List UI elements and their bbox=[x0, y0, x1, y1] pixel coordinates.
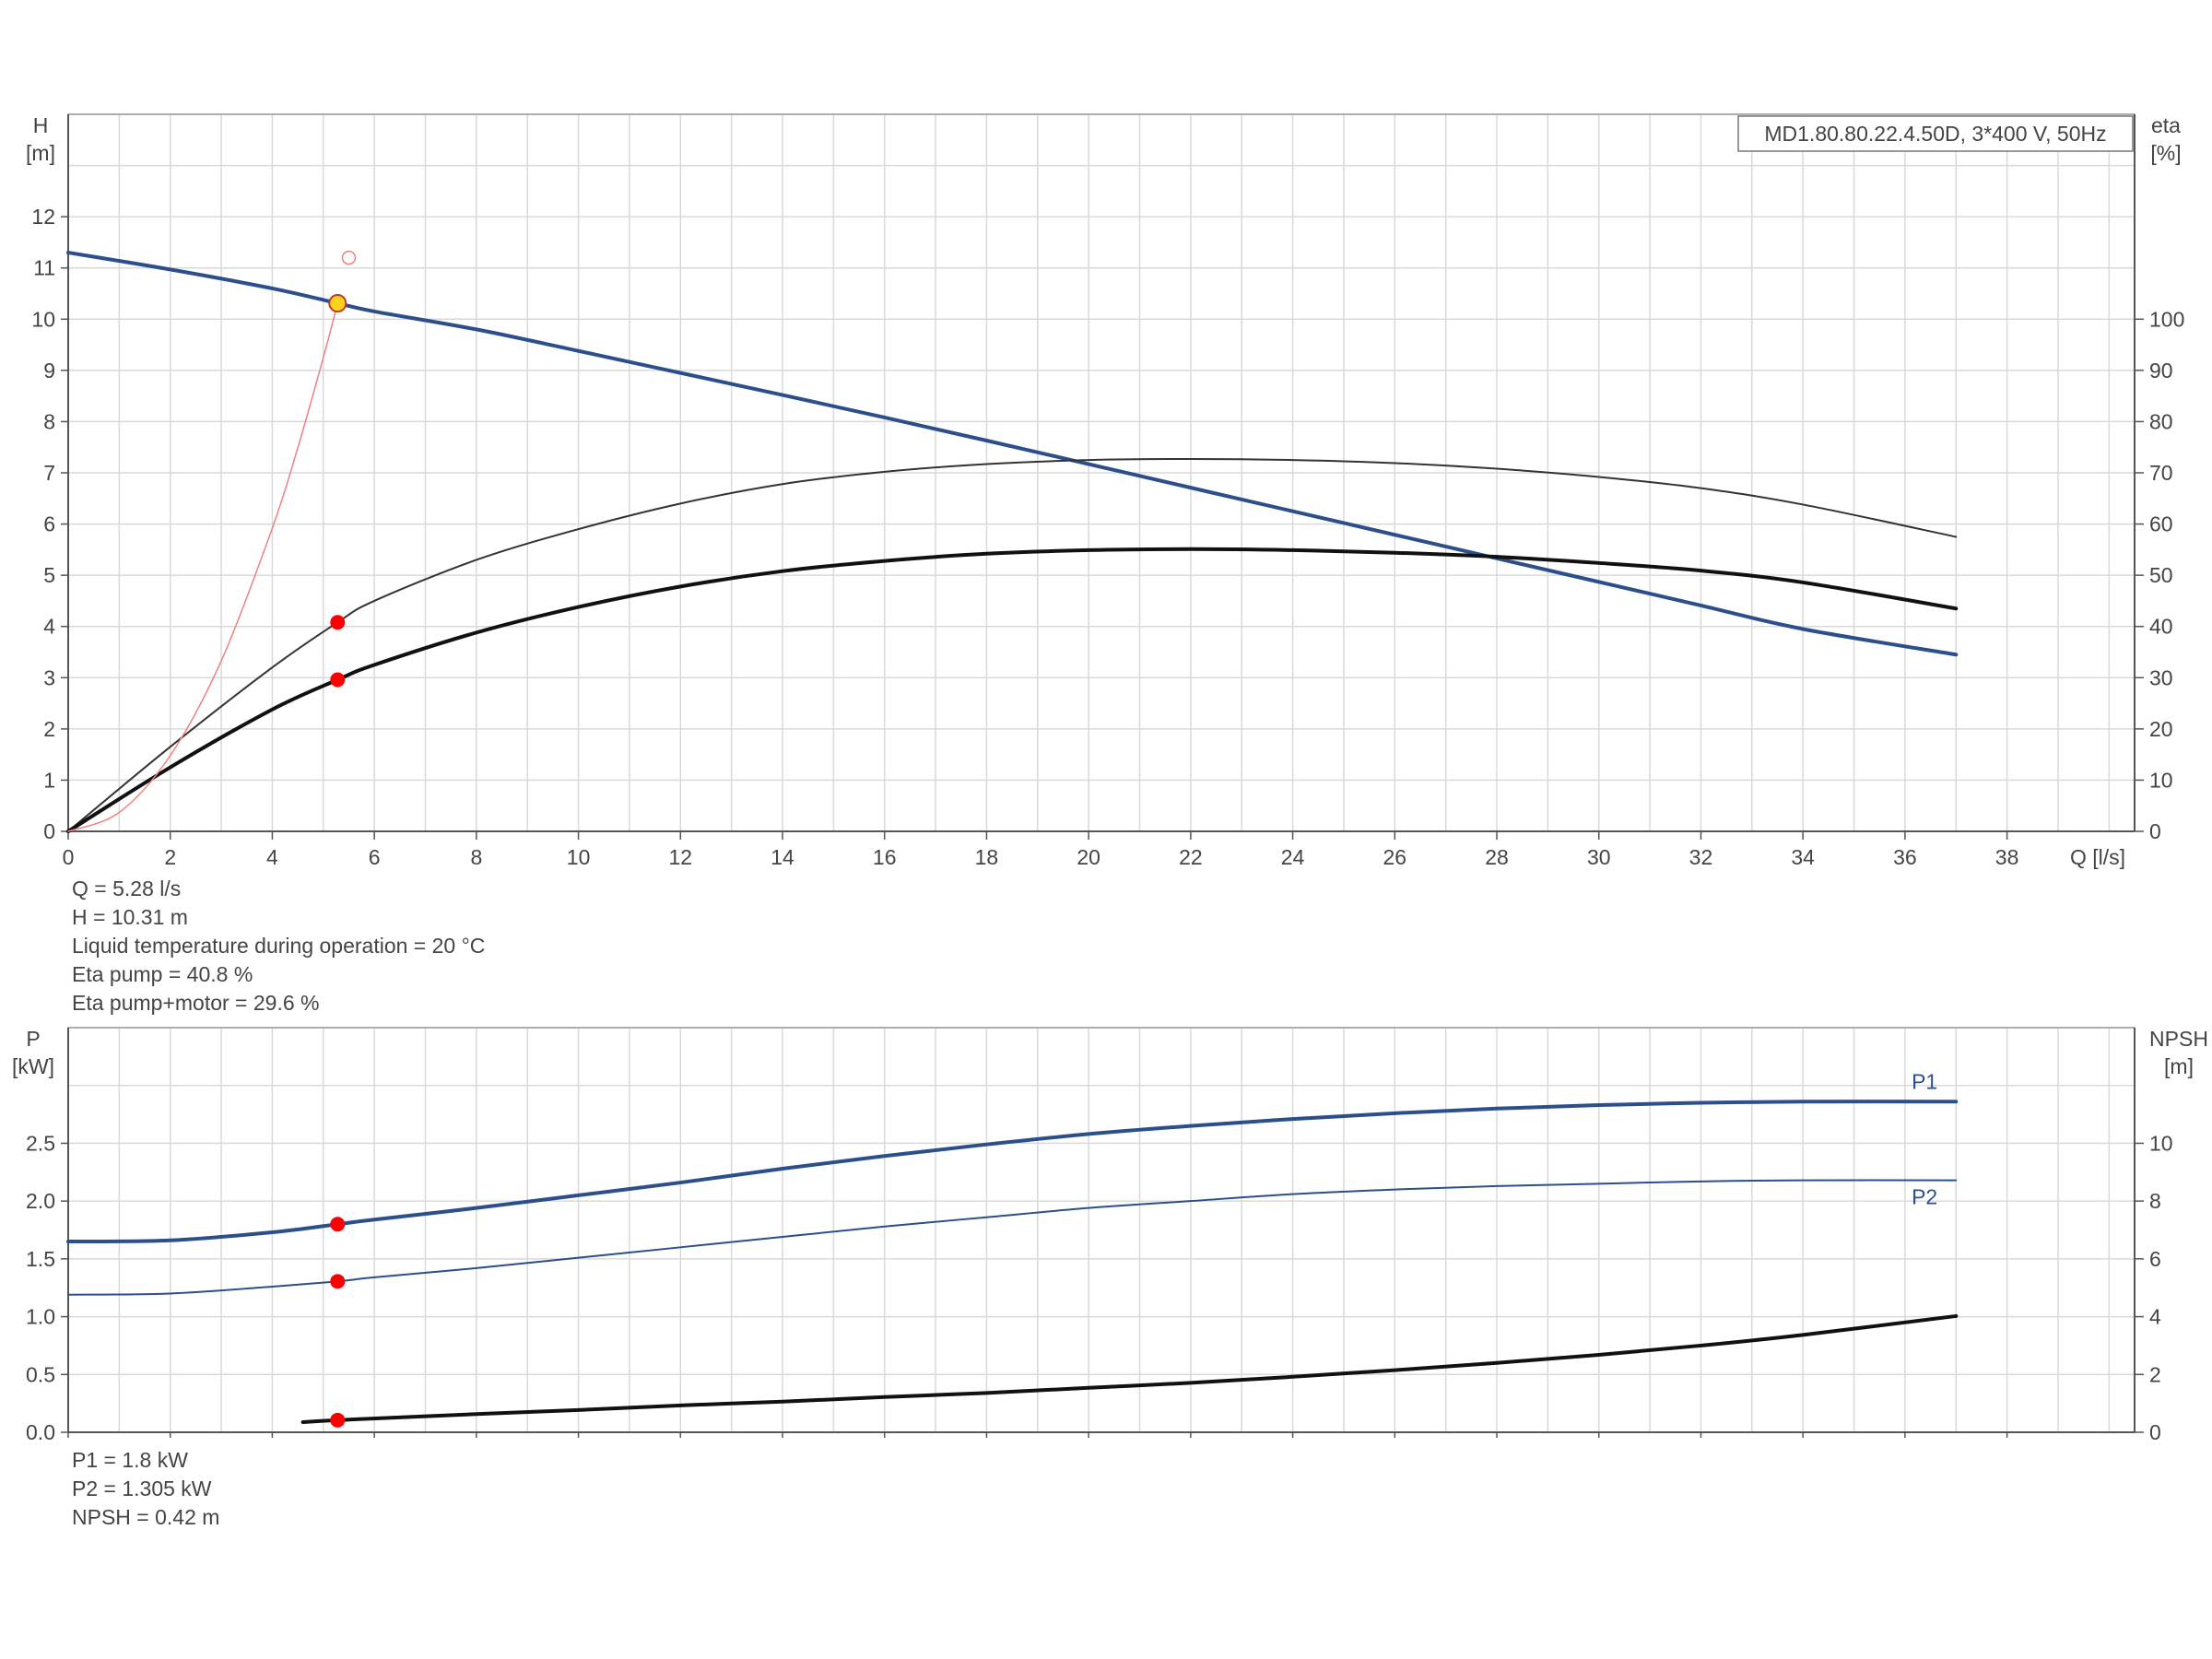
y-right-tick-label: 0 bbox=[2149, 819, 2161, 843]
y-left-axis-label: P bbox=[26, 1027, 40, 1051]
readout-liquid-temperature: Liquid temperature during operation = 20… bbox=[72, 934, 486, 958]
grid bbox=[68, 113, 2135, 831]
power-npsh-chart: 0.0 0.5 1.0 1.5 2.0 2.5 0 2 4 6 8 10 P [kW] NPSH [m] P1 P… bbox=[12, 1027, 2208, 1444]
y-right-axis-unit: [m] bbox=[2164, 1054, 2194, 1078]
npsh-curve bbox=[300, 1313, 1959, 1425]
readout-npsh: NPSH = 0.42 m bbox=[72, 1505, 220, 1529]
y-left-tick-label: 1.0 bbox=[26, 1305, 55, 1329]
y-right-tick-label: 80 bbox=[2149, 409, 2173, 433]
x-tick-label: 30 bbox=[1587, 845, 1611, 869]
grid bbox=[68, 1027, 2135, 1432]
readout-p2: P2 = 1.305 kW bbox=[72, 1477, 212, 1500]
y-left-tick-label: 6 bbox=[43, 512, 55, 536]
operating-point-readout: Q = 5.28 l/s H = 10.31 m Liquid temperat… bbox=[72, 875, 485, 1018]
y-right-tick-label: 30 bbox=[2149, 665, 2173, 689]
y-right-axis-unit: [%] bbox=[2150, 141, 2181, 165]
x-tick-label: 32 bbox=[1689, 845, 1713, 869]
power-readout: P1 = 1.8 kW P2 = 1.305 kW NPSH = 0.42 m bbox=[72, 1446, 219, 1532]
operating-point-marker bbox=[330, 672, 346, 688]
readout-eta-pump-motor: Eta pump+motor = 29.6 % bbox=[72, 991, 320, 1015]
y-left-tick-label: 1.5 bbox=[26, 1247, 55, 1271]
y-right-tick-label: 0 bbox=[2149, 1420, 2161, 1444]
x-tick-label: 38 bbox=[1995, 845, 2019, 869]
y-right-tick-label: 60 bbox=[2149, 512, 2173, 536]
y-left-tick-label: 12 bbox=[31, 205, 55, 229]
operating-point-marker bbox=[330, 1274, 346, 1289]
pump-model-label: MD1.80.80.22.4.50D, 3*400 V, 50Hz bbox=[1764, 122, 2106, 146]
x-tick-label: 12 bbox=[668, 845, 692, 869]
open-marker bbox=[341, 250, 357, 265]
y-right-tick-label: 4 bbox=[2149, 1305, 2161, 1329]
y-left-tick-label: 4 bbox=[43, 615, 55, 639]
operating-point-marker bbox=[330, 1217, 346, 1232]
y-right-tick-label: 6 bbox=[2149, 1247, 2161, 1271]
y-left-tick-label: 1 bbox=[43, 768, 55, 792]
x-tick-label: 2 bbox=[164, 845, 176, 869]
y-right-tick-label: 20 bbox=[2149, 717, 2173, 741]
operating-point-marker bbox=[330, 1412, 346, 1428]
y-left-tick-label: 0.0 bbox=[26, 1420, 55, 1444]
y-right-tick-label: 50 bbox=[2149, 563, 2173, 587]
y-left-tick-label: 2 bbox=[43, 717, 55, 741]
series-label-p1: P1 bbox=[1912, 1069, 1937, 1093]
x-tick-label: 20 bbox=[1077, 845, 1100, 869]
duty-point-marker bbox=[328, 294, 347, 313]
y-left-tick-label: 7 bbox=[43, 461, 55, 485]
x-tick-label: 26 bbox=[1383, 845, 1407, 869]
x-tick-label: 8 bbox=[470, 845, 482, 869]
readout-flow: Q = 5.28 l/s bbox=[72, 877, 182, 900]
x-tick-label: 6 bbox=[369, 845, 381, 869]
readout-eta-pump: Eta pump = 40.8 % bbox=[72, 962, 253, 986]
y-right-axis-label: eta bbox=[2151, 113, 2181, 137]
y-left-axis-unit: [m] bbox=[26, 141, 55, 165]
y-left-tick-label: 3 bbox=[43, 665, 55, 689]
eta-total-curve bbox=[66, 547, 1959, 833]
y-right-tick-label: 100 bbox=[2149, 307, 2184, 331]
y-left-axis-unit: [kW] bbox=[12, 1054, 54, 1078]
y-left-tick-label: 2.5 bbox=[26, 1131, 55, 1155]
x-tick-label: 10 bbox=[567, 845, 591, 869]
y-left-tick-label: 0.5 bbox=[26, 1362, 55, 1386]
readout-head: H = 10.31 m bbox=[72, 905, 188, 929]
system-curve-curve bbox=[67, 302, 339, 832]
x-tick-label: 14 bbox=[771, 845, 794, 869]
x-tick-label: 16 bbox=[873, 845, 897, 869]
y-left-tick-label: 8 bbox=[43, 409, 55, 433]
y-left-tick-label: 10 bbox=[31, 307, 55, 331]
y-left-tick-label: 0 bbox=[43, 819, 55, 843]
x-axis-label: Q [l/s] bbox=[2070, 845, 2125, 869]
x-tick-label: 28 bbox=[1485, 845, 1509, 869]
x-tick-label: 0 bbox=[63, 845, 75, 869]
y-right-tick-label: 70 bbox=[2149, 461, 2173, 485]
y-right-tick-label: 8 bbox=[2149, 1189, 2161, 1213]
y-right-tick-label: 10 bbox=[2149, 768, 2173, 792]
y-left-tick-label: 5 bbox=[43, 563, 55, 587]
readout-p1: P1 = 1.8 kW bbox=[72, 1448, 188, 1472]
pump-model-box bbox=[1737, 115, 2134, 152]
y-right-tick-label: 90 bbox=[2149, 359, 2173, 382]
y-left-tick-label: 11 bbox=[33, 256, 55, 280]
y-right-tick-label: 40 bbox=[2149, 615, 2173, 639]
x-tick-label: 24 bbox=[1281, 845, 1305, 869]
series-label-p2: P2 bbox=[1912, 1185, 1937, 1209]
y-right-tick-label: 2 bbox=[2149, 1362, 2161, 1386]
plot-frame bbox=[67, 1027, 2136, 1433]
operating-point-marker bbox=[330, 615, 346, 630]
y-left-tick-label: 9 bbox=[43, 359, 55, 382]
x-tick-label: 18 bbox=[975, 845, 999, 869]
y-right-axis-label: NPSH bbox=[2149, 1027, 2208, 1051]
y-left-axis-label: H bbox=[33, 113, 49, 137]
x-tick-label: 36 bbox=[1893, 845, 1917, 869]
eta-pump-curve bbox=[67, 457, 1958, 832]
x-tick-label: 34 bbox=[1791, 845, 1815, 869]
x-tick-label: 22 bbox=[1179, 845, 1203, 869]
p1-curve bbox=[66, 1100, 1959, 1244]
y-left-tick-label: 2.0 bbox=[26, 1189, 55, 1213]
x-tick-label: 4 bbox=[266, 845, 278, 869]
h-curve bbox=[66, 251, 1959, 657]
y-right-tick-label: 10 bbox=[2149, 1131, 2173, 1155]
p2-curve bbox=[67, 1179, 1958, 1296]
